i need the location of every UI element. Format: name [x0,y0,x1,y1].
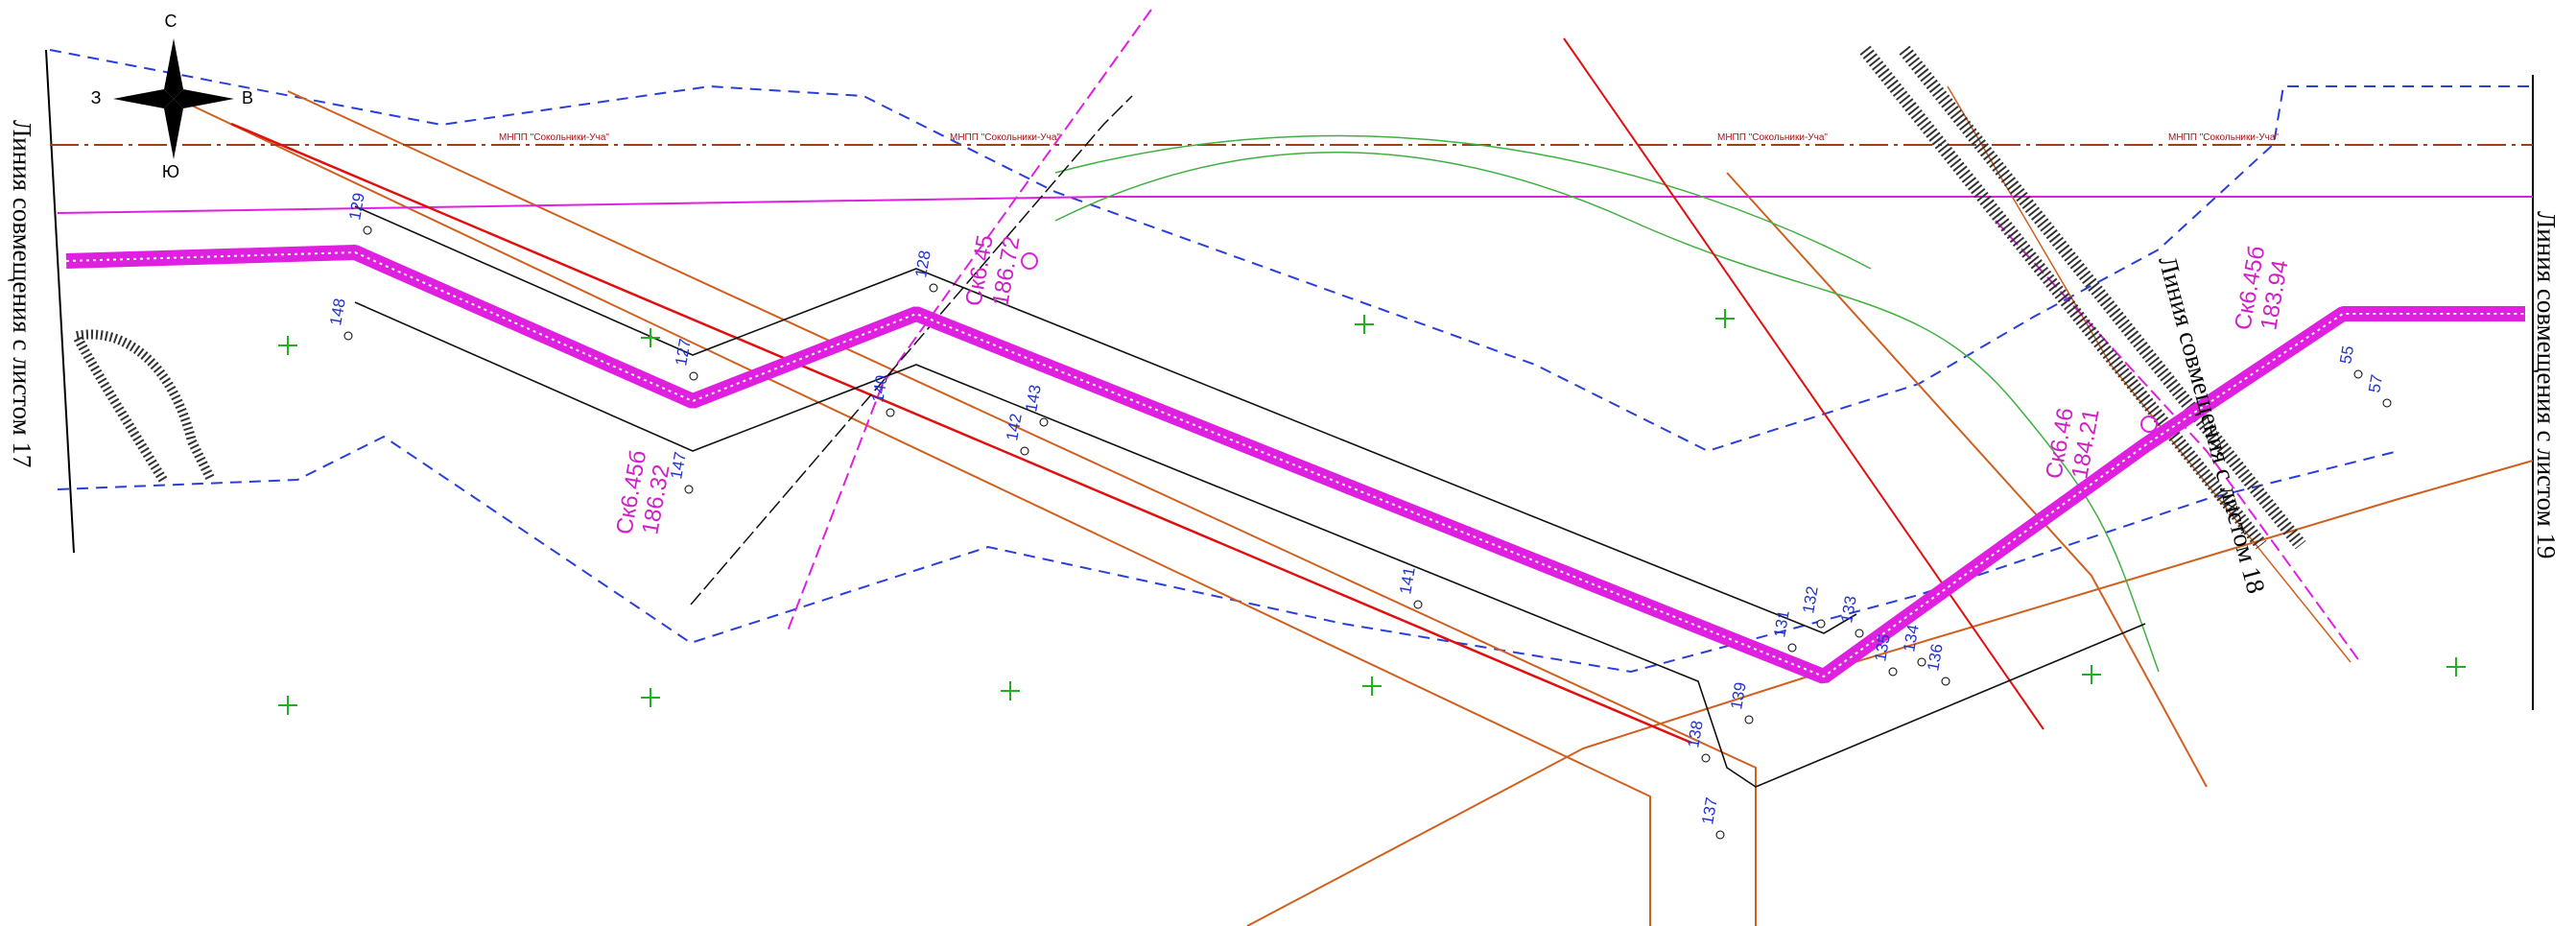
point-marker [1715,830,1725,840]
contour [1054,134,1872,270]
point-marker [1413,600,1423,609]
well-symbol [2140,416,2158,433]
cable [786,9,1152,634]
point-marker [343,331,353,341]
point-number: 57 [2365,373,2386,394]
cable [1995,220,2361,663]
point-marker [1701,753,1711,763]
compass-label: С [165,12,177,31]
point-number: 133 [1837,594,1860,624]
point-marker [2382,398,2392,408]
point-number: 129 [345,191,368,221]
point-number: 127 [672,337,695,367]
grid-crosses [278,309,2466,715]
compass: С Ю З В [91,12,253,181]
compass-arrow [164,99,183,159]
road-edge [1726,172,2208,788]
point-number: 138 [1684,719,1707,748]
point-number: 147 [667,450,690,480]
point-number: 131 [1770,608,1793,638]
point-number: 140 [868,373,891,403]
point-marker [1888,667,1898,677]
pipeline-label: МНПП "Сокольники-Уча" [2168,132,2279,143]
point-marker [684,485,694,494]
red-line [230,122,1692,745]
well-symbol [1021,252,1038,270]
point-number: 135 [1871,632,1894,662]
slope [69,329,216,483]
road-edge [1246,460,2534,926]
point-marker [886,408,895,417]
point-number: 148 [326,297,349,326]
point-marker [929,283,938,293]
road-edge [1947,85,2351,663]
boundary [49,49,2533,453]
compass-arrow [164,38,183,99]
offset-line [354,301,2146,788]
point-marker [1941,677,1950,686]
road-edge [287,90,1757,926]
point-marker [1855,629,1864,638]
point-marker [1917,657,1926,667]
point-number: 142 [1003,412,1026,441]
railway [1899,45,2306,550]
point-number: 55 [2336,344,2357,366]
point-number: 132 [1799,584,1822,614]
pipeline-label: МНПП "Сокольники-Уча" [499,132,609,143]
point-marker [2353,369,2363,379]
road-edge [690,95,1133,605]
boundary [57,435,2399,674]
point-marker [1816,619,1826,629]
contour [1054,152,2160,673]
sheet-border [45,49,75,554]
point-number: 141 [1396,565,1419,595]
pipeline-label: МНПП "Сокольники-Уча" [950,132,1060,143]
point-marker [363,226,372,235]
road-edge [191,105,1651,926]
point-number: 128 [911,249,934,278]
point-marker [1787,643,1797,653]
compass-label: З [91,88,102,107]
red-line [1563,37,2044,730]
point-number: 143 [1022,383,1045,413]
compass-label: Ю [162,162,179,181]
compass-label: В [242,88,253,107]
point-number: 134 [1900,623,1923,653]
sheet-link: Линия совмещения с листом 19 [2532,211,2561,558]
pipeline-label: МНПП "Сокольники-Уча" [1717,132,1828,143]
offset-line [354,205,1857,634]
point-number: 139 [1727,680,1750,710]
sheet-link: Линия совмещения с листом 17 [8,120,36,467]
point-number: 137 [1698,795,1721,825]
point-marker [1020,446,1029,456]
compass-arrow [174,89,234,108]
railway [1859,45,2267,550]
cable [57,196,2533,214]
cross [278,309,2466,715]
point-marker [689,371,698,381]
point-number: 136 [1924,642,1947,672]
compass-arrow [113,89,174,108]
point-marker [1744,715,1754,724]
point-marker [1039,417,1049,427]
main-pipeline-hatch [65,250,2525,678]
